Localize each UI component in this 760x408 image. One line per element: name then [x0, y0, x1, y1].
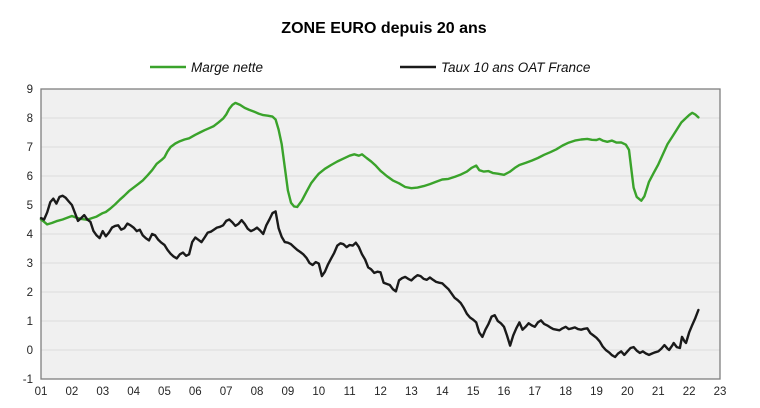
x-tick-label: 11: [344, 386, 356, 398]
y-tick-label: 3: [27, 258, 33, 270]
y-tick-label: 7: [27, 142, 33, 154]
x-tick-label: 01: [35, 386, 48, 398]
legend-marge-nette-label: Marge nette: [191, 60, 263, 75]
gridlines-group: [41, 117, 720, 351]
x-tick-label: 02: [65, 386, 78, 398]
y-tick-label: 5: [27, 200, 33, 212]
x-tick-label: 17: [528, 386, 541, 398]
x-tick-label: 06: [189, 386, 202, 398]
legend: Marge nette Taux 10 ans OAT France: [150, 60, 590, 75]
x-tick-label: 10: [312, 386, 325, 398]
y-tick-label: 4: [27, 229, 34, 241]
y-tick-label: 9: [27, 84, 33, 96]
y-tick-label: -1: [23, 374, 33, 386]
marge-nette-line: [39, 101, 700, 226]
x-tick-label: 19: [590, 386, 603, 398]
y-tick-label: 2: [27, 287, 33, 299]
x-tick-label: 13: [405, 386, 418, 398]
y-tick-label: 1: [27, 316, 33, 328]
x-axis-tick-labels: 01 02 03 04 05 06 07 08 09 10 11 12 13 14 15 16 17 18 19 20…: [35, 386, 727, 398]
x-tick-label: 07: [220, 386, 233, 398]
chart-title: ZONE EURO depuis 20 ans: [281, 20, 486, 37]
series-lines-group: [39, 101, 700, 359]
x-tick-label: 05: [158, 386, 171, 398]
legend-oat-label: Taux 10 ans OAT France: [441, 60, 590, 75]
x-tick-label: 03: [96, 386, 109, 398]
x-tick-label: 08: [251, 386, 264, 398]
x-tick-label: 21: [652, 386, 665, 398]
x-tick-label: 16: [498, 386, 511, 398]
y-axis-tick-labels: 9 8 7 6 5 4 3 2 1 0 -1: [23, 84, 34, 386]
plot-area-border: [40, 88, 721, 380]
x-tick-label: 09: [282, 386, 295, 398]
x-tick-label: 12: [374, 386, 387, 398]
x-tick-label: 14: [436, 386, 449, 398]
y-tick-label: 8: [27, 113, 33, 125]
taux-oat-line: [39, 194, 700, 359]
y-tick-label: 0: [27, 345, 33, 357]
x-tick-label: 23: [714, 386, 727, 398]
x-tick-label: 15: [467, 386, 480, 398]
x-tick-label: 18: [559, 386, 572, 398]
y-tick-label: 6: [27, 171, 33, 183]
x-tick-label: 20: [621, 386, 634, 398]
x-tick-label: 22: [683, 386, 696, 398]
x-tick-label: 04: [127, 386, 140, 398]
